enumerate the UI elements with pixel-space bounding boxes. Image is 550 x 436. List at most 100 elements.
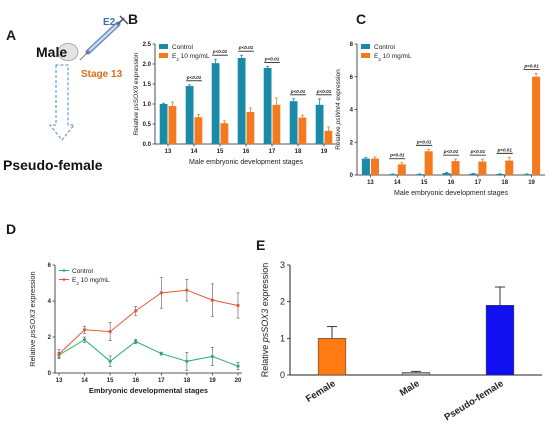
y-axis-label-part: expression <box>260 263 270 309</box>
x-tick-label: 17 <box>158 378 165 384</box>
x-tick-label: 16 <box>448 180 455 186</box>
bar <box>220 123 229 144</box>
bar <box>505 160 514 175</box>
panel-label-c: C <box>356 11 366 27</box>
legend-entry: Control <box>172 44 194 51</box>
x-tick-label: 16 <box>132 378 139 384</box>
legend-swatch <box>361 44 370 49</box>
significance-label: p<0.01 <box>470 149 486 154</box>
x-tick-label: 13 <box>56 378 63 384</box>
significance-label: p<0.01 <box>523 63 539 68</box>
legend-entry: E2 10 mg/mL <box>172 53 210 62</box>
x-tick-label: 19 <box>209 378 216 384</box>
bar <box>324 130 333 144</box>
y-tick-label: 2 <box>280 297 285 307</box>
y-axis-label-part: psSOX3 <box>28 309 37 339</box>
legend-label: E <box>172 53 177 60</box>
y-tick-label: 0 <box>280 370 285 380</box>
x-tick-label: 17 <box>269 149 276 155</box>
bar <box>485 305 515 376</box>
y-tick-label: 4 <box>350 108 354 114</box>
legend-label: Control <box>72 268 94 275</box>
y-tick-label: 8 <box>350 42 354 48</box>
y-axis-label: Relative psWnt4 expression <box>335 69 342 150</box>
bar <box>496 174 505 175</box>
x-tick-label: 14 <box>81 378 88 384</box>
x-tick-label: 20 <box>235 378 242 384</box>
bar <box>397 164 406 175</box>
bar <box>424 151 433 175</box>
bar <box>298 117 307 144</box>
y-axis-label: Relative psSOX9 expression <box>133 52 140 135</box>
data-point <box>185 288 189 292</box>
data-point <box>82 338 87 342</box>
bar <box>168 106 177 144</box>
legend-swatch <box>361 53 370 58</box>
legend-label-sub: 2 <box>176 57 179 62</box>
data-point <box>236 364 240 368</box>
x-axis-label: Embryonic developmental stages <box>89 386 208 395</box>
legend-label: Control <box>172 44 194 51</box>
legend-label: Control <box>374 44 396 51</box>
panel-label-d: D <box>6 221 16 237</box>
data-point <box>108 330 112 334</box>
bar <box>415 174 424 175</box>
bar <box>315 104 324 144</box>
bar <box>272 104 281 144</box>
x-tick-label: 19 <box>528 180 535 186</box>
y-axis-label-part: Relative <box>260 342 270 377</box>
legend-label: E <box>72 277 77 284</box>
y-tick-label: 2 <box>350 140 354 146</box>
legend-marker <box>62 278 66 281</box>
bar <box>263 68 272 144</box>
data-point <box>210 354 215 359</box>
y-tick-label: 0 <box>48 371 52 377</box>
x-tick-label: 14 <box>191 149 198 155</box>
data-point <box>159 351 163 356</box>
y-tick-label: 0.0 <box>143 142 152 148</box>
bar <box>370 158 379 175</box>
bar <box>159 104 168 144</box>
x-tick-label: 15 <box>421 180 428 186</box>
y-tick-label: 6 <box>48 263 52 269</box>
legend-entry: Control <box>374 44 396 51</box>
legend-entry: Control <box>72 268 94 275</box>
significance-label: p<0.01 <box>212 49 228 54</box>
y-tick-label: 2 <box>48 335 52 341</box>
panel-label-a: A <box>6 27 16 43</box>
significance-label: p<0.01 <box>443 149 459 154</box>
bar <box>185 86 194 144</box>
x-tick-label: Male <box>398 378 422 399</box>
series-line <box>58 289 239 355</box>
y-tick-label: 0 <box>350 173 354 179</box>
legend-label: 10 mg/mL <box>381 53 412 60</box>
y-axis-label-part: psSOX9 <box>133 85 140 111</box>
legend-marker <box>62 269 66 272</box>
legend-entry: E2 10 mg/mL <box>374 53 412 62</box>
panel-label-b: B <box>128 11 138 27</box>
bar <box>246 112 255 144</box>
y-tick-label: 1.5 <box>143 82 152 88</box>
x-tick-label: 18 <box>501 180 508 186</box>
significance-label: p<0.01 <box>496 147 512 152</box>
x-tick-label: 16 <box>243 149 250 155</box>
y-axis-label-part: expression <box>335 69 342 103</box>
data-point <box>210 298 215 302</box>
panel-label-e: E <box>256 237 265 253</box>
y-tick-label: 6 <box>350 75 354 81</box>
legend-label: E <box>374 53 379 60</box>
data-point <box>57 352 61 356</box>
x-tick-label: 15 <box>217 149 224 155</box>
syringe-icon <box>79 15 129 61</box>
treatment-label: E2 <box>103 17 116 28</box>
data-point <box>108 359 112 363</box>
y-tick-label: 1.0 <box>143 102 152 108</box>
x-axis-label: Male embryonic development stages <box>394 190 509 197</box>
y-axis-label-part: psSOX3 <box>260 309 270 344</box>
x-tick-label: 13 <box>367 180 374 186</box>
data-point <box>134 339 138 344</box>
x-tick-label: 17 <box>475 180 482 186</box>
y-tick-label: 0.5 <box>143 122 152 128</box>
x-tick-label: Female <box>304 378 338 405</box>
